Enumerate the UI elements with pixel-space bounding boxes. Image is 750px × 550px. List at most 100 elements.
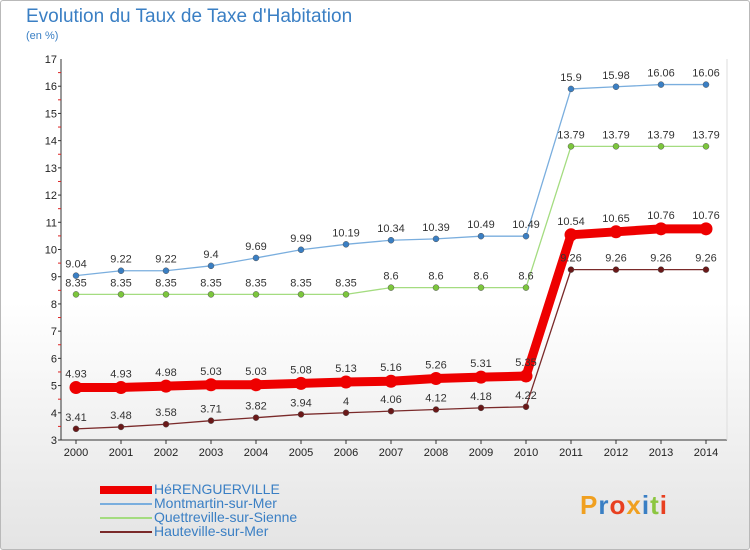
data-label: 4.98 <box>155 367 176 379</box>
data-label: 8.6 <box>518 271 533 283</box>
x-tick-label: 2012 <box>604 447 628 459</box>
legend-swatch <box>100 531 152 533</box>
legend-label: HéRENGUERVILLE <box>154 481 280 497</box>
data-label: 5.08 <box>290 364 311 376</box>
data-labels: 9.04 9.22 9.22 9.4 9.69 9.99 10.19 10.34 10.39 10… <box>65 68 719 424</box>
y-tick-label: 10 <box>45 245 57 257</box>
legend-item-herenguerville: HéRENGUERVILLE <box>100 481 420 497</box>
data-label: 10.39 <box>422 222 450 234</box>
data-label: 4.12 <box>425 393 446 405</box>
data-label: 5.03 <box>200 366 221 378</box>
data-point <box>207 262 215 270</box>
data-point <box>162 291 170 298</box>
data-label: 5.26 <box>425 359 446 371</box>
y-tick-label: 12 <box>45 190 57 202</box>
data-point <box>477 232 485 240</box>
data-point <box>297 411 305 418</box>
data-point <box>522 232 530 240</box>
data-label: 10.54 <box>557 216 585 228</box>
data-label: 15.98 <box>602 70 630 82</box>
data-point <box>567 143 575 150</box>
data-label: 4 <box>343 396 349 408</box>
data-point <box>702 81 710 88</box>
data-label: 8.35 <box>335 277 356 289</box>
data-label: 10.49 <box>512 219 540 231</box>
data-point <box>387 236 395 244</box>
data-point <box>297 291 305 298</box>
data-label: 9.4 <box>203 249 218 261</box>
data-point <box>432 406 440 413</box>
data-point <box>117 423 125 431</box>
data-label: 9.26 <box>695 253 716 265</box>
data-point <box>207 291 215 298</box>
data-label: 9.22 <box>110 254 131 266</box>
data-point <box>159 379 173 393</box>
legend-label: Hauteville-sur-Mer <box>154 523 269 539</box>
data-point <box>114 380 128 394</box>
data-label: 3.94 <box>290 397 311 409</box>
data-label: 10.76 <box>692 210 720 222</box>
data-label: 8.6 <box>383 271 398 283</box>
data-label: 9.99 <box>290 233 311 245</box>
data-point <box>522 284 530 291</box>
legend-item-hauteville: Hauteville-sur-Mer <box>100 523 420 539</box>
legend-swatch <box>100 486 152 494</box>
data-label: 3.71 <box>200 404 221 416</box>
data-label: 5.03 <box>245 366 266 378</box>
data-label: 5.31 <box>470 358 491 370</box>
data-label: 10.49 <box>467 219 495 231</box>
data-label: 9.26 <box>650 253 671 265</box>
x-tick-label: 2004 <box>244 447 268 459</box>
data-point <box>657 266 665 273</box>
data-point <box>657 81 665 88</box>
logo-letter: t <box>650 490 660 520</box>
data-point <box>384 374 398 388</box>
data-point <box>69 380 83 394</box>
x-tick-label: 2013 <box>649 447 673 459</box>
data-point <box>252 291 260 298</box>
data-point <box>477 284 485 291</box>
data-label: 8.35 <box>155 277 176 289</box>
y-tick-label: 15 <box>45 108 57 120</box>
y-tick-label: 7 <box>51 326 57 338</box>
data-point <box>519 369 533 383</box>
data-point <box>522 403 530 411</box>
data-label: 5.16 <box>380 362 401 374</box>
data-label: 13.79 <box>692 129 720 141</box>
chart-unit-label: (en %) <box>26 30 59 42</box>
y-tick-label: 5 <box>51 381 57 393</box>
y-tick-label: 3 <box>51 435 57 447</box>
series-layer <box>69 81 713 433</box>
data-point <box>342 241 350 248</box>
data-point <box>297 246 305 254</box>
data-point <box>567 266 575 273</box>
data-label: 8.35 <box>290 277 311 289</box>
data-label: 5.13 <box>335 363 356 375</box>
series-line-1 <box>75 83 707 277</box>
data-point <box>429 371 443 385</box>
data-label: 4.22 <box>515 390 536 402</box>
data-point <box>612 266 620 273</box>
legend-label: Montmartin-sur-Mer <box>154 495 277 511</box>
y-tick-label: 11 <box>46 217 57 229</box>
line-chart: 3 4 5 6 7 8 9 10 11 12 13 14 15 16 17 2000 2001 2002 2003 2… <box>45 54 728 459</box>
legend-item-quettreville: Quettreville-sur-Sienne <box>100 509 420 525</box>
data-label: 9.26 <box>605 253 626 265</box>
data-label: 10.34 <box>377 223 405 235</box>
x-tick-label: 2008 <box>424 447 448 459</box>
data-label: 3.48 <box>110 410 131 422</box>
data-label: 3.58 <box>155 407 176 419</box>
data-label: 3.82 <box>245 401 266 413</box>
axes: 3 4 5 6 7 8 9 10 11 12 13 14 15 16 17 2000 2001 2002 2003 2… <box>45 54 728 459</box>
legend-swatch <box>100 503 152 505</box>
data-point <box>72 291 80 298</box>
y-tick-label: 6 <box>51 353 57 365</box>
data-point <box>612 83 620 91</box>
data-point <box>342 291 350 298</box>
data-label: 4.93 <box>65 368 86 380</box>
data-point <box>702 266 710 273</box>
data-point <box>207 417 215 424</box>
x-tick-label: 2005 <box>289 447 313 459</box>
data-label: 4.06 <box>380 394 401 406</box>
